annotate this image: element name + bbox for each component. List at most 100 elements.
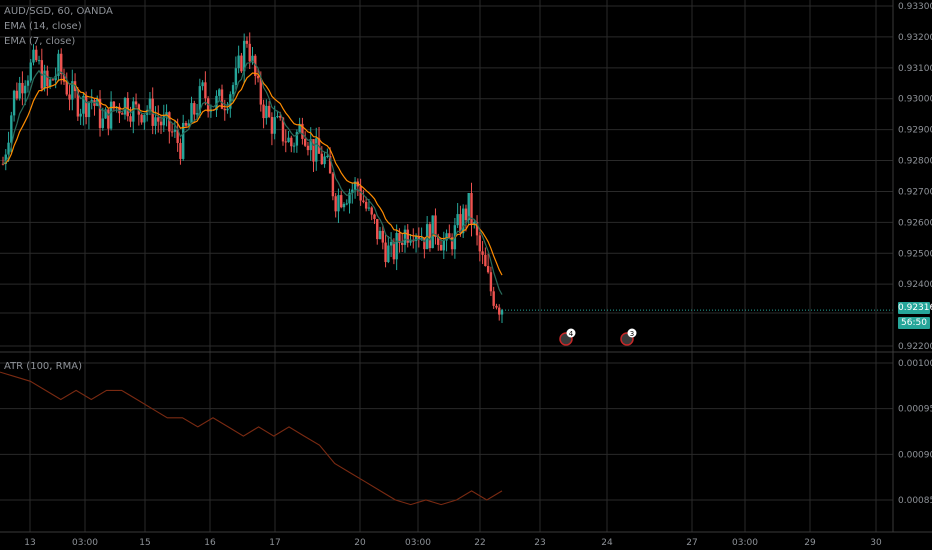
- y-tick-label: 0.92900: [898, 126, 932, 136]
- candle-body: [259, 78, 263, 105]
- candle-body: [118, 106, 121, 114]
- candle-body: [215, 95, 218, 111]
- event-marker[interactable]: 4: [559, 328, 576, 346]
- ema14-legend[interactable]: EMA (14, close): [4, 21, 82, 32]
- candle-body: [328, 155, 332, 174]
- candle-body: [29, 62, 32, 81]
- x-tick-label: 22: [474, 538, 485, 548]
- candle-body: [298, 123, 301, 133]
- candle-body: [82, 96, 85, 114]
- candle-body: [331, 173, 335, 197]
- candle-body: [48, 79, 52, 87]
- candle-body: [309, 139, 312, 151]
- candle-body: [500, 310, 504, 315]
- event-marker[interactable]: 3: [620, 328, 637, 346]
- y-tick-label: 0.93200: [898, 33, 932, 43]
- candle-body: [353, 181, 357, 190]
- candle-body: [121, 113, 124, 115]
- y-tick-label: 0.92800: [898, 157, 932, 167]
- candle-body: [301, 123, 304, 139]
- candle-body: [237, 55, 240, 69]
- candle-body: [68, 94, 71, 100]
- candle-body: [265, 105, 268, 119]
- ema14-line[interactable]: [2, 72, 503, 276]
- candle-body: [287, 137, 290, 143]
- candle-body: [240, 55, 243, 72]
- atr-tick-label: 0.00095: [898, 405, 932, 415]
- candle-body: [104, 109, 107, 119]
- candle-body: [51, 79, 55, 81]
- candle-body: [378, 230, 382, 240]
- y-tick-label: 0.92600: [898, 218, 932, 228]
- candle-body: [387, 245, 390, 263]
- atr-tick-label: 0.00090: [898, 450, 932, 460]
- candle-body: [312, 139, 315, 162]
- x-tick-label: 29: [804, 538, 816, 548]
- candle-body: [87, 102, 91, 118]
- candle-body: [473, 222, 476, 225]
- candle-body: [126, 97, 129, 117]
- candle-body: [165, 112, 168, 117]
- candle-body: [218, 89, 221, 96]
- candle-body: [326, 155, 329, 157]
- candle-body: [456, 214, 459, 226]
- candle-body: [306, 145, 310, 151]
- atr-legend[interactable]: ATR (100, RMA): [4, 361, 82, 372]
- candle-body: [168, 112, 171, 132]
- x-tick-label: 13: [24, 538, 35, 548]
- candle-body: [406, 229, 409, 243]
- candle-body: [376, 219, 379, 240]
- candle-body: [370, 207, 373, 215]
- candle-body: [35, 49, 38, 61]
- candle-body: [498, 307, 501, 315]
- candle-body: [484, 254, 487, 267]
- x-tick-label: 15: [139, 538, 150, 548]
- ema7-legend[interactable]: EMA (7, close): [4, 36, 76, 47]
- candle-body: [7, 142, 10, 155]
- candle-body: [417, 236, 421, 240]
- candle-body: [489, 272, 493, 292]
- candle-body: [254, 55, 257, 76]
- atr-line[interactable]: [0, 371, 503, 506]
- candle-body: [342, 204, 346, 208]
- candle-body: [84, 96, 88, 118]
- event-marker-badge: [627, 328, 637, 338]
- candle-body: [362, 200, 365, 202]
- candle-body: [229, 94, 232, 109]
- candle-body: [65, 81, 68, 95]
- candle-body: [414, 236, 418, 241]
- candle-body: [398, 232, 401, 243]
- candle-body: [184, 122, 188, 126]
- candle-body: [401, 242, 404, 245]
- symbol-legend[interactable]: AUD/SGD, 60, OANDA: [4, 6, 113, 17]
- candle-body: [98, 98, 102, 128]
- candle-body: [281, 117, 285, 142]
- x-tick-label: 03:00: [732, 538, 758, 548]
- candle-body: [395, 232, 398, 260]
- atr-tick-label: 0.00085: [898, 496, 932, 506]
- x-tick-label: 23: [534, 538, 545, 548]
- candle-body: [359, 186, 362, 201]
- candle-body: [132, 101, 135, 122]
- candle-body: [262, 104, 265, 119]
- candle-body: [37, 60, 41, 62]
- candle-body: [26, 80, 30, 86]
- candle-body: [389, 241, 393, 246]
- candle-body: [23, 85, 27, 94]
- candle-body: [459, 214, 462, 234]
- candle-body: [431, 215, 434, 249]
- candle-body: [323, 156, 326, 165]
- candle-body: [46, 70, 49, 87]
- candle-body: [475, 222, 479, 236]
- candle-body: [181, 122, 185, 159]
- candle-body: [403, 229, 407, 245]
- candle-body: [442, 240, 445, 251]
- candle-body: [4, 154, 7, 164]
- candle-body: [187, 123, 190, 126]
- candle-body: [367, 207, 371, 209]
- candle-body: [492, 291, 495, 306]
- candle-body: [439, 244, 443, 251]
- ema7-line[interactable]: [2, 60, 503, 295]
